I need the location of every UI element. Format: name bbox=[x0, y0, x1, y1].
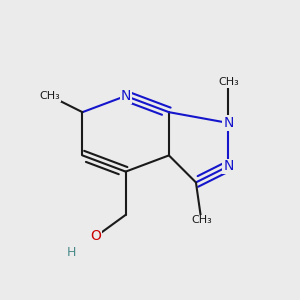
Text: H: H bbox=[67, 246, 76, 259]
Text: N: N bbox=[121, 89, 131, 103]
Text: O: O bbox=[91, 230, 101, 244]
Text: N: N bbox=[223, 159, 233, 173]
Text: CH₃: CH₃ bbox=[40, 91, 60, 101]
Text: N: N bbox=[223, 116, 233, 130]
Text: CH₃: CH₃ bbox=[218, 77, 239, 87]
Text: CH₃: CH₃ bbox=[191, 215, 212, 225]
